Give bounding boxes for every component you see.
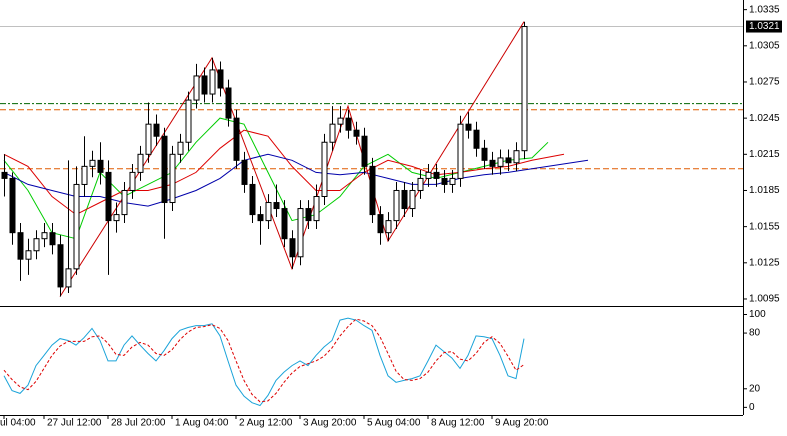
candle-body [169, 153, 176, 204]
x-tick-label: 9 Aug 20:00 [495, 418, 549, 429]
candle-body [441, 177, 448, 185]
candle-body [281, 208, 288, 240]
x-tick-label: 1 Aug 04:00 [175, 418, 229, 429]
stochastic-signal [3, 318, 525, 403]
candle-body [289, 238, 296, 258]
candle-body [385, 220, 392, 234]
candle-body [257, 214, 264, 222]
y-tick-label: 100 [749, 309, 766, 320]
candle-body [321, 141, 328, 198]
candle-body [377, 214, 384, 234]
moving-average [3, 153, 589, 207]
x-tick-label: 28 Jul 20:00 [111, 418, 166, 429]
candle-body [433, 171, 440, 179]
candle-body [33, 238, 40, 252]
candle-body [497, 157, 504, 167]
candle-body [417, 177, 424, 191]
candle-body [465, 123, 472, 131]
y-tick-label: 1.0155 [749, 221, 780, 232]
candle-body [457, 123, 464, 179]
candle-body [241, 159, 248, 185]
candle-body [17, 232, 24, 260]
candle-body [353, 129, 360, 137]
candle-body [473, 129, 480, 149]
candle-body [73, 183, 80, 270]
candle-body [25, 250, 32, 260]
candle-body [345, 117, 352, 131]
candle-body [273, 202, 280, 210]
y-tick-label: 1.0275 [749, 77, 780, 88]
candle-body [513, 150, 520, 164]
y-tick-label: 1.0125 [749, 257, 780, 268]
candle-body [121, 189, 128, 216]
candle-body [97, 159, 104, 173]
candle-body [65, 268, 72, 288]
candle-body [113, 214, 120, 222]
candle-body [225, 87, 232, 119]
x-tick-label: 5 Aug 04:00 [367, 418, 421, 429]
candle-body [313, 196, 320, 222]
candle-body [137, 153, 144, 173]
candle-body [9, 177, 16, 234]
candle-body [193, 75, 200, 101]
y-tick-label: 1.0305 [749, 40, 780, 51]
candle-body [177, 141, 184, 155]
candle-body [297, 208, 304, 258]
candle-body [217, 69, 224, 89]
candle-body [409, 189, 416, 210]
x-tick-label: ul 04:00 [0, 418, 36, 429]
y-tick-label: 1.0215 [749, 149, 780, 160]
candle-body [329, 123, 336, 143]
candle-body [201, 75, 208, 95]
candle-body [393, 189, 400, 222]
candle-body [489, 159, 496, 167]
candle-body [337, 117, 344, 125]
candle-body [369, 165, 376, 216]
candle-body [521, 26, 528, 152]
candle-body [129, 171, 136, 191]
candle-body [481, 147, 488, 161]
candle-body [305, 208, 312, 222]
y-tick-label: 1.0335 [749, 4, 780, 15]
x-tick-label: 8 Aug 12:00 [431, 418, 485, 429]
candle-body [209, 69, 216, 95]
last-price-label: 1.0321 [749, 21, 780, 32]
y-tick-label: 1.0245 [749, 113, 780, 124]
candle-body [145, 123, 152, 155]
x-tick-label: 2 Aug 12:00 [239, 418, 293, 429]
candle-body [425, 171, 432, 179]
x-tick-label: 3 Aug 20:00 [303, 418, 357, 429]
candle-body [105, 171, 112, 222]
candle-body [57, 244, 64, 288]
candle-body [89, 159, 96, 167]
candle-body [265, 202, 272, 222]
candle-body [505, 157, 512, 164]
candle-body [153, 123, 160, 137]
last-price-box [746, 20, 782, 33]
y-tick-label: 1.0095 [749, 294, 780, 305]
candle-body [449, 177, 456, 185]
x-tick-label: 27 Jul 12:00 [47, 418, 102, 429]
candle-body [361, 135, 368, 167]
y-tick-label: 1.0185 [749, 185, 780, 196]
moving-average [3, 129, 565, 216]
candle-body [161, 135, 168, 204]
y-tick-label: 0 [749, 402, 755, 413]
stochastic-main [3, 317, 525, 407]
candle-body [401, 189, 408, 210]
candle-body [41, 232, 48, 240]
candle-body [81, 165, 88, 185]
candle-body [233, 117, 240, 161]
candle-body [185, 99, 192, 143]
candle-body [249, 183, 256, 216]
candle-body [1, 171, 8, 179]
candle-body [49, 232, 56, 246]
y-tick-label: 80 [749, 328, 761, 339]
y-tick-label: 20 [749, 383, 761, 394]
